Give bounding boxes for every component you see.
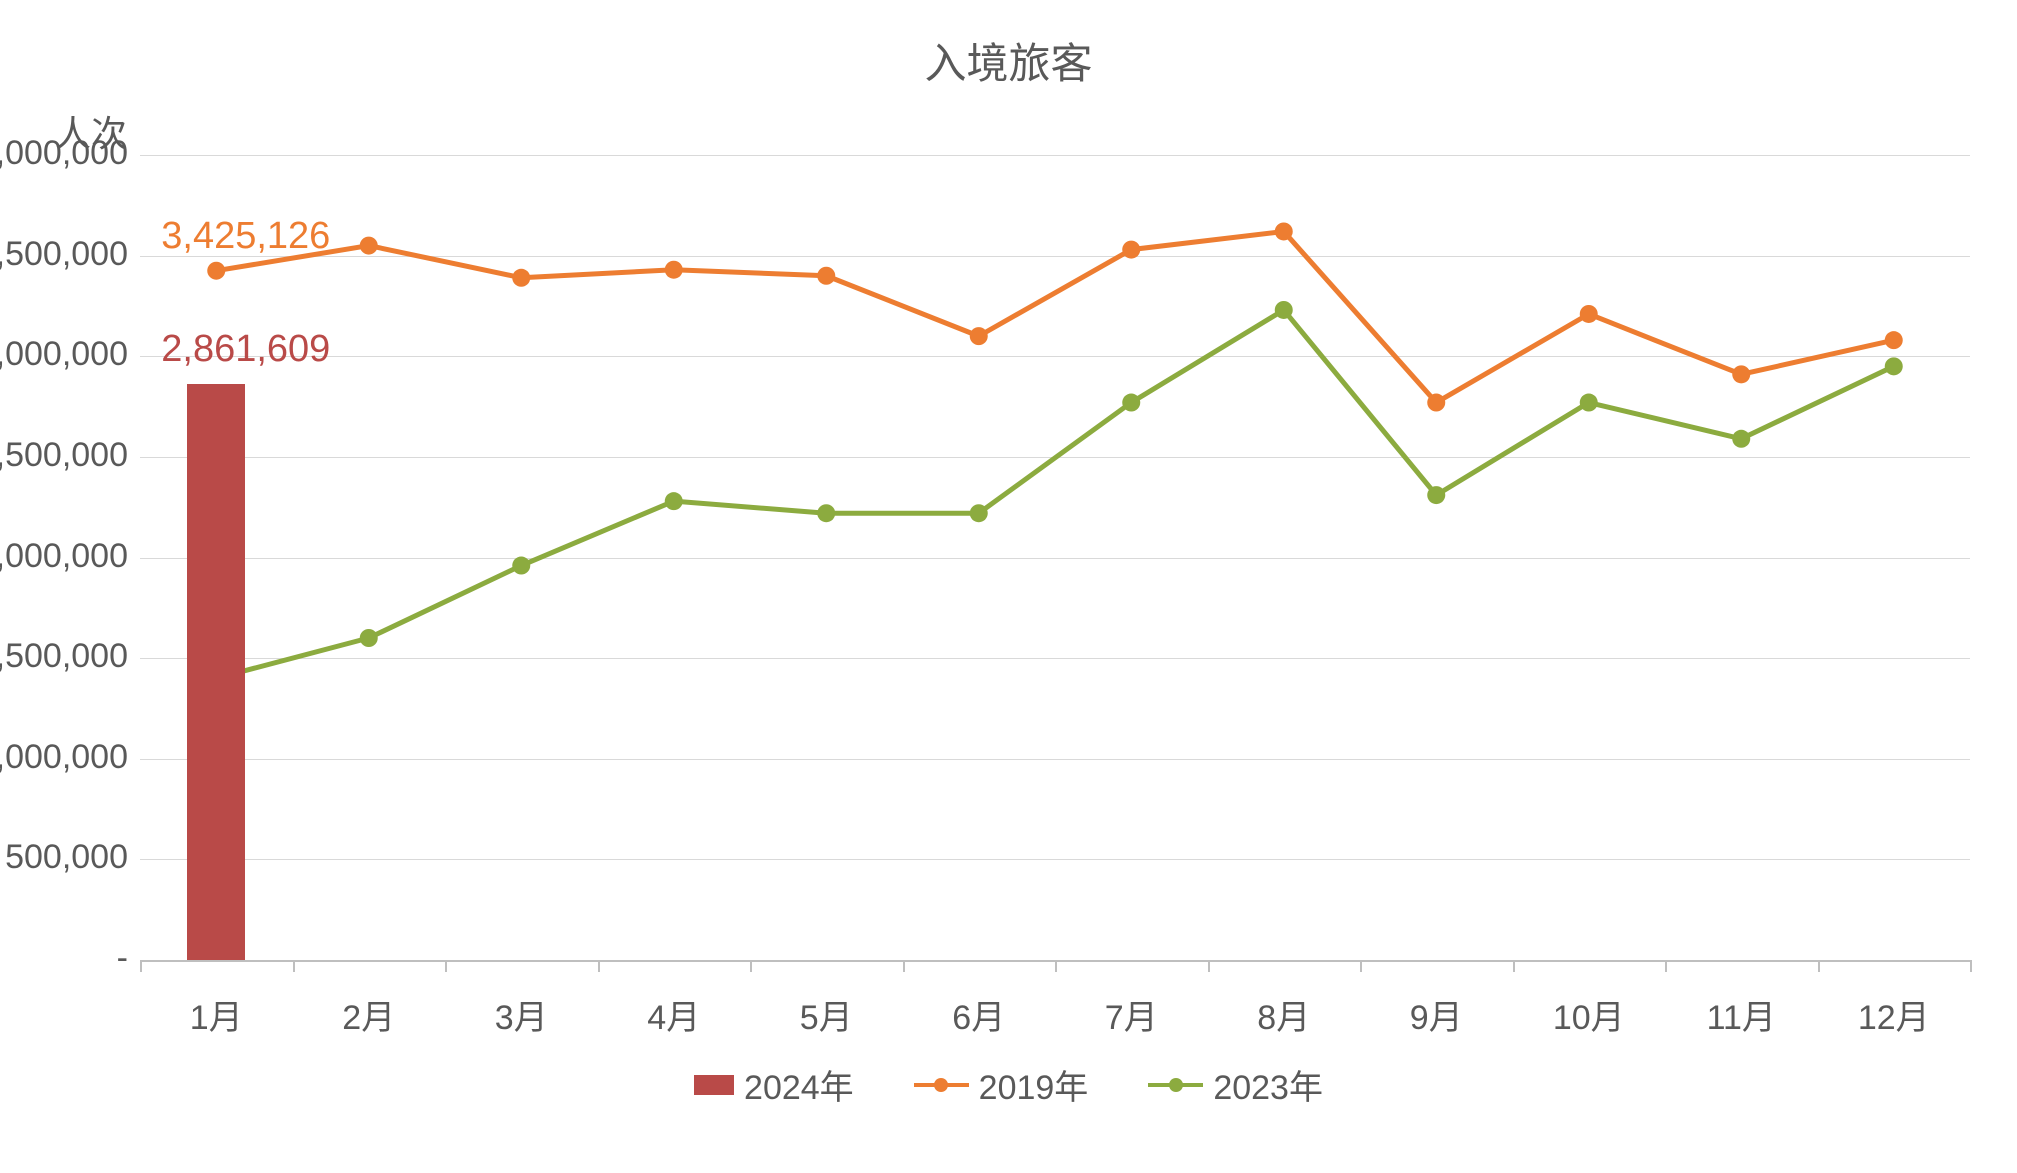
bar-2024 (187, 384, 245, 960)
series-2019-marker (1580, 305, 1598, 323)
x-tick-label: 1月 (140, 990, 293, 1039)
data-label-2019: 3,425,126 (161, 215, 330, 258)
series-2019-marker (817, 267, 835, 285)
series-2023-marker (512, 557, 530, 575)
y-tick-label: 1,500,000 (0, 637, 128, 676)
series-2019-marker (970, 327, 988, 345)
legend-label: 2023年 (1213, 1060, 1323, 1109)
x-tick-label: 2月 (293, 990, 446, 1039)
y-tick-label: 2,000,000 (0, 537, 128, 576)
series-2019-marker (207, 262, 225, 280)
legend-item-bar_2024: 2024年 (694, 1060, 854, 1109)
series-2019-marker (1122, 241, 1140, 259)
legend: 2024年 2019年 2023年 (0, 1060, 2017, 1109)
y-tick-label: 500,000 (5, 838, 128, 877)
legend-swatch-bar (694, 1075, 734, 1095)
y-tick-label: 4,000,000 (0, 134, 128, 173)
y-tick-label: 2,500,000 (0, 436, 128, 475)
series-2019-marker (512, 269, 530, 287)
legend-swatch-line (1148, 1083, 1203, 1087)
x-tick-label: 11月 (1665, 990, 1818, 1039)
series-2023-marker (1122, 394, 1140, 412)
legend-item-line_2023: 2023年 (1148, 1060, 1323, 1109)
x-tick-label: 5月 (750, 990, 903, 1039)
legend-label: 2024年 (744, 1060, 854, 1109)
series-2023-marker (1427, 486, 1445, 504)
y-tick-label: 3,000,000 (0, 335, 128, 374)
chart-container: 入境旅客 人次 3,425,1262,861,609 1月2月3月4月5月6月7… (0, 0, 2017, 1173)
series-2023-marker (360, 629, 378, 647)
data-label-2024: 2,861,609 (161, 328, 330, 371)
series-2019-marker (1732, 365, 1750, 383)
x-tick-label: 9月 (1360, 990, 1513, 1039)
series-2019-marker (1427, 394, 1445, 412)
series-2023-marker (665, 492, 683, 510)
x-tick-label: 4月 (598, 990, 751, 1039)
legend-swatch-line (914, 1083, 969, 1087)
series-2023-marker (1580, 394, 1598, 412)
series-2019-line (216, 231, 1894, 402)
series-2019-marker (1885, 331, 1903, 349)
series-2023-marker (1885, 357, 1903, 375)
x-tick-label: 10月 (1513, 990, 1666, 1039)
legend-item-line_2019: 2019年 (914, 1060, 1089, 1109)
x-tick-label: 3月 (445, 990, 598, 1039)
series-2019-marker (1275, 222, 1293, 240)
series-2023-marker (1732, 430, 1750, 448)
y-tick-label: 1,000,000 (0, 738, 128, 777)
y-tick-label: - (117, 939, 128, 978)
series-2023-marker (1275, 301, 1293, 319)
x-tick-label: 8月 (1208, 990, 1361, 1039)
series-2023-marker (817, 504, 835, 522)
series-2023-marker (970, 504, 988, 522)
series-2019-marker (665, 261, 683, 279)
series-2023-line (216, 310, 1894, 678)
legend-label: 2019年 (979, 1060, 1089, 1109)
series-2019-marker (360, 237, 378, 255)
x-tick-label: 6月 (903, 990, 1056, 1039)
x-tick-label: 7月 (1055, 990, 1208, 1039)
y-tick-label: 3,500,000 (0, 235, 128, 274)
x-tick-label: 12月 (1818, 990, 1971, 1039)
